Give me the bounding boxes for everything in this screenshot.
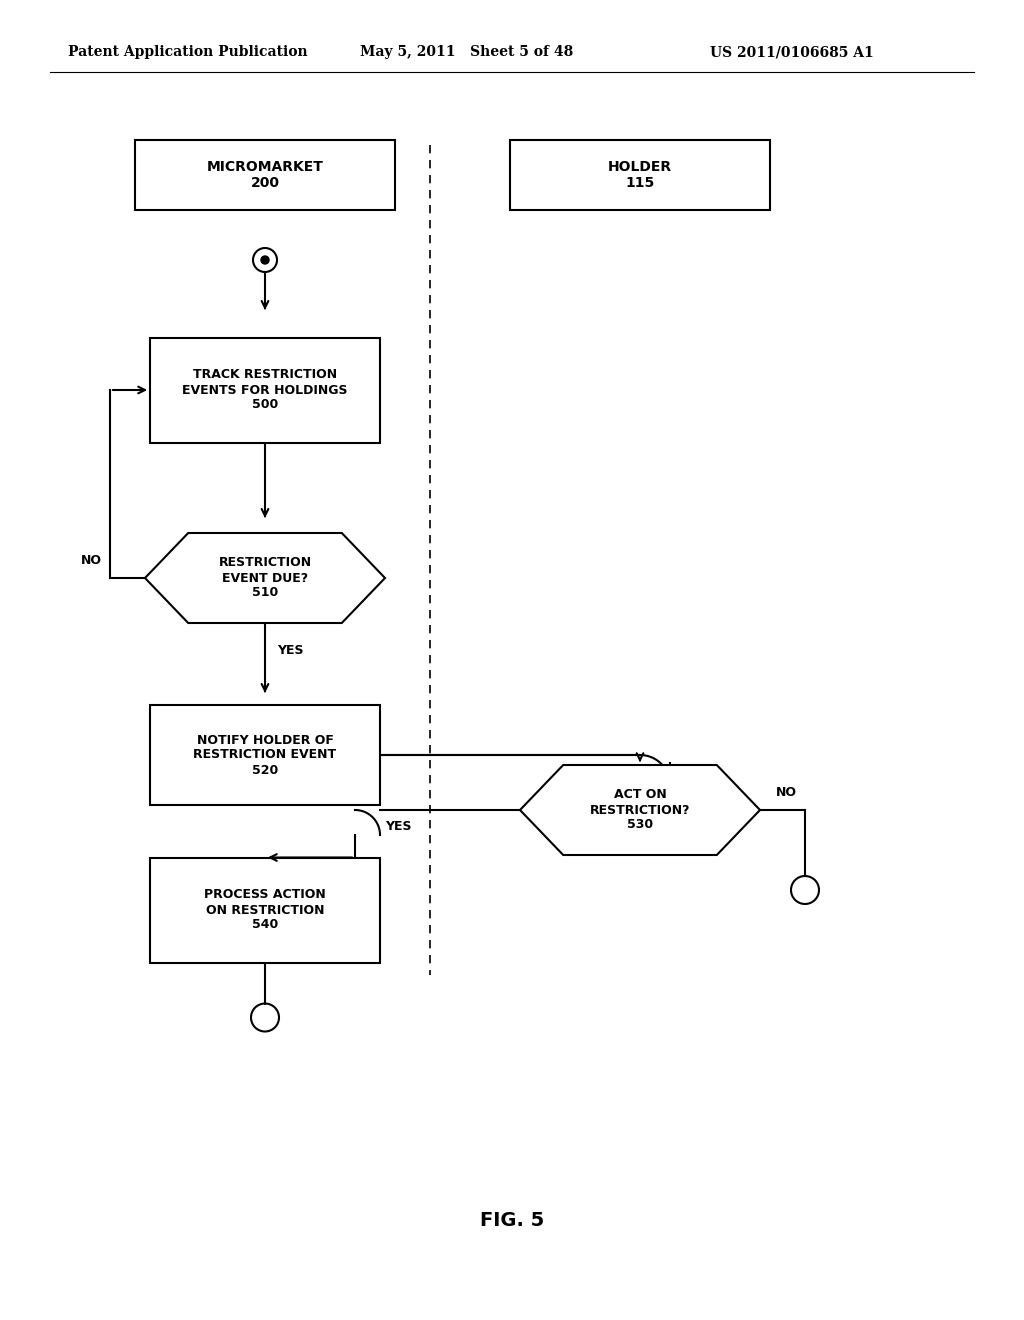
Bar — [150, 705, 380, 805]
Text: NOTIFY HOLDER OF
RESTRICTION EVENT
520: NOTIFY HOLDER OF RESTRICTION EVENT 520 — [194, 734, 337, 776]
Text: NO: NO — [776, 785, 797, 799]
Text: HOLDER
115: HOLDER 115 — [608, 160, 672, 190]
Text: Patent Application Publication: Patent Application Publication — [68, 45, 307, 59]
Text: PROCESS ACTION
ON RESTRICTION
540: PROCESS ACTION ON RESTRICTION 540 — [204, 888, 326, 932]
Text: YES: YES — [385, 820, 412, 833]
Circle shape — [261, 256, 269, 264]
Text: ACT ON
RESTRICTION?
530: ACT ON RESTRICTION? 530 — [590, 788, 690, 832]
Text: TRACK RESTRICTION
EVENTS FOR HOLDINGS
500: TRACK RESTRICTION EVENTS FOR HOLDINGS 50… — [182, 368, 348, 412]
Text: FIG. 5: FIG. 5 — [480, 1210, 544, 1229]
Bar — [150, 858, 380, 962]
Bar — [150, 338, 380, 442]
Text: NO: NO — [81, 553, 102, 566]
Bar — [510, 140, 770, 210]
Text: MICROMARKET
200: MICROMARKET 200 — [207, 160, 324, 190]
Text: US 2011/0106685 A1: US 2011/0106685 A1 — [710, 45, 873, 59]
Polygon shape — [145, 533, 385, 623]
Text: RESTRICTION
EVENT DUE?
510: RESTRICTION EVENT DUE? 510 — [218, 557, 311, 599]
Text: May 5, 2011   Sheet 5 of 48: May 5, 2011 Sheet 5 of 48 — [360, 45, 573, 59]
Polygon shape — [520, 766, 760, 855]
Bar — [135, 140, 395, 210]
Text: YES: YES — [278, 644, 303, 657]
